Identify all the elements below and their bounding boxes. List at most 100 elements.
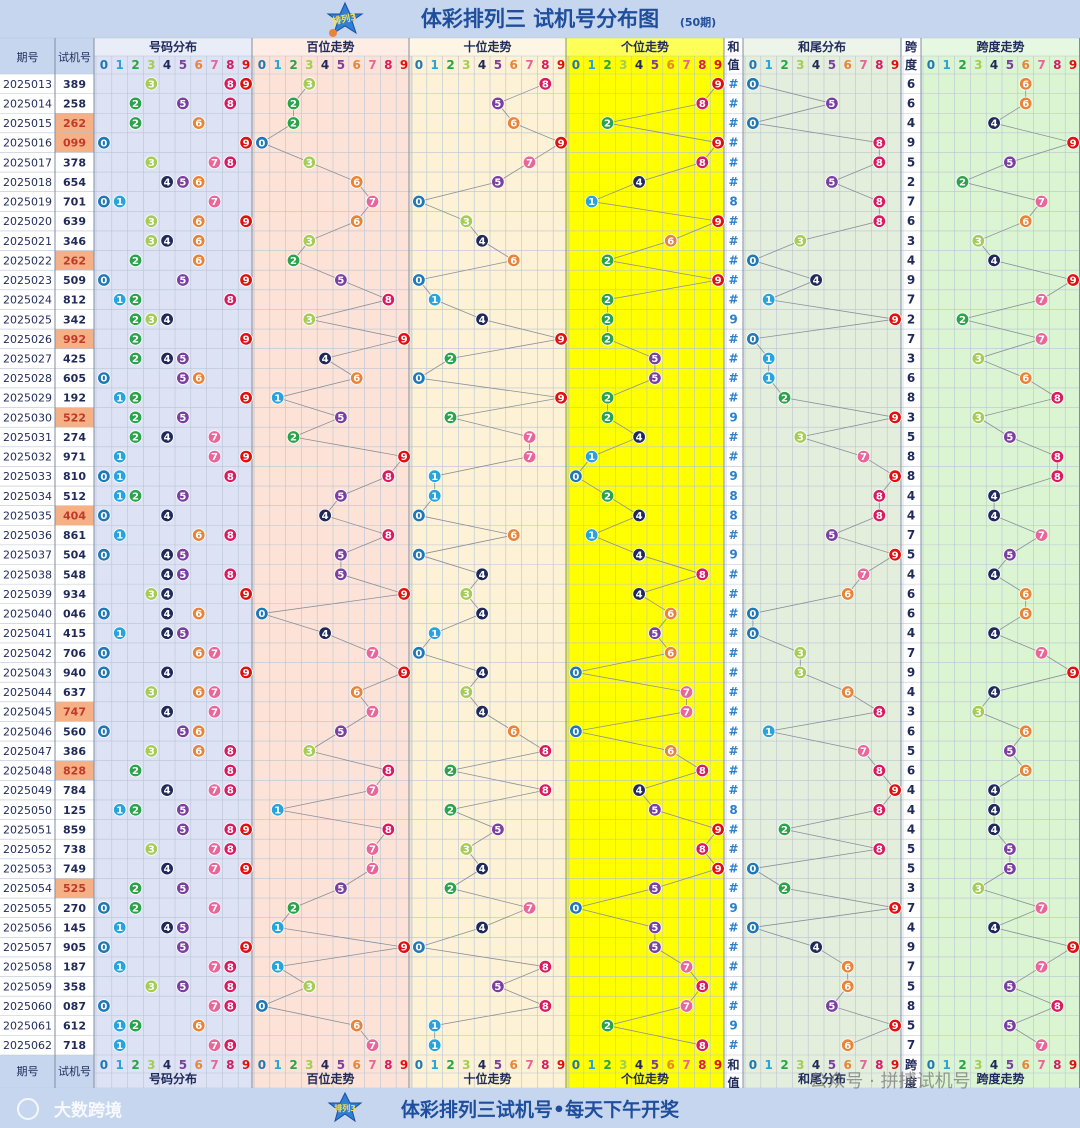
- hundreds-ball: 8: [381, 763, 396, 778]
- hundreds-ball: 3: [302, 155, 317, 169]
- dist-ball: 8: [223, 979, 238, 994]
- hundreds-ball-circle: [397, 665, 411, 680]
- number-cell: 262: [63, 254, 86, 267]
- table-row: 2025017 378 3 7 8 3 7 8 8# 5 5: [3, 155, 1017, 169]
- number-highlight: [55, 250, 94, 271]
- tens-ball-circle: [491, 979, 505, 994]
- dist-ball: 2: [128, 410, 143, 425]
- dist-ball-label: 6: [195, 256, 202, 267]
- span-cell: 3: [907, 705, 915, 719]
- dist-ball-circle: [128, 1018, 143, 1033]
- dist-ball-label: 6: [195, 374, 202, 385]
- sum-tail-ball-circle: [762, 371, 776, 385]
- units-ball-label: 1: [588, 452, 595, 463]
- dist-ball: 4: [160, 665, 174, 680]
- dist-ball-label: 0: [100, 374, 107, 385]
- dist-ball-circle: [191, 685, 206, 699]
- dist-ball: 8: [223, 744, 238, 758]
- hundreds-ball-circle: [286, 96, 301, 111]
- dist-ball-circle: [128, 763, 143, 778]
- dist-ball: 1: [112, 449, 127, 464]
- units-ball-label: 1: [588, 197, 595, 208]
- dist-ball-circle: [176, 547, 190, 562]
- hundreds-ball: 5: [334, 547, 348, 562]
- sum-tail-ball-circle: [746, 626, 760, 640]
- dist-ball-label: 4: [164, 550, 171, 561]
- span-trend-ball-circle: [1003, 547, 1017, 562]
- tens-ball: 8: [538, 744, 553, 758]
- sum-cell: #: [728, 646, 738, 660]
- footer-digit: 7: [1037, 1058, 1045, 1072]
- span-cell: 3: [907, 881, 915, 895]
- sum-tail-ball-label: 2: [781, 884, 788, 895]
- units-ball: 5: [648, 940, 662, 954]
- span-trend-ball-label: 3: [975, 236, 982, 247]
- footer-digit: 2: [446, 1058, 454, 1072]
- dist-ball-label: 0: [100, 609, 107, 620]
- header-digit: 8: [875, 58, 883, 72]
- header-digit: 1: [116, 58, 124, 72]
- units-ball: 4: [632, 430, 646, 444]
- span-trend-ball-circle: [971, 410, 986, 425]
- dist-ball-label: 9: [243, 864, 250, 875]
- dist-ball-circle: [223, 999, 238, 1013]
- units-ball: 8: [695, 842, 710, 856]
- table-row: 2025013 389 3 8 9 3 8 9 0# 6 6: [3, 77, 1033, 91]
- dist-ball: 5: [176, 410, 190, 425]
- units-ball-label: 6: [667, 609, 674, 620]
- sum-tail-ball-circle: [872, 194, 887, 209]
- dist-ball: 0: [97, 940, 111, 954]
- issue-cell: 2025014: [3, 97, 52, 110]
- dist-ball-label: 7: [211, 1041, 218, 1052]
- number-highlight: [55, 760, 94, 781]
- dist-ball-label: 9: [243, 393, 250, 404]
- dist-ball-circle: [176, 175, 190, 189]
- span-trend-ball-label: 5: [1006, 433, 1013, 444]
- dist-ball-circle: [160, 175, 174, 189]
- hundreds-ball-label: 1: [274, 393, 281, 404]
- hundreds-ball-circle: [271, 920, 285, 935]
- dist-ball-label: 3: [148, 158, 155, 169]
- tens-ball-label: 6: [510, 531, 517, 542]
- issue-cell: 2025050: [3, 804, 52, 817]
- section-bg-units: [566, 38, 724, 1088]
- header-digit: 3: [619, 58, 627, 72]
- sum-tail-ball: 2: [777, 391, 792, 405]
- span-trend-ball-label: 7: [1038, 903, 1045, 914]
- table-row: 2025042 706 70 6 7 0 6 3# 7 7: [3, 646, 1049, 660]
- tens-ball-circle: [554, 135, 568, 150]
- dist-ball: 7: [207, 783, 222, 797]
- tens-ball-label: 0: [415, 276, 422, 287]
- footer-slogan: 体彩排列三试机号•每天下午开奖: [401, 1098, 680, 1121]
- footer-digit: 0: [927, 1058, 935, 1072]
- number-cell: 087: [63, 1000, 86, 1013]
- units-ball-circle: [711, 135, 725, 150]
- dist-ball: 6: [191, 1018, 206, 1033]
- dist-ball: 8: [223, 96, 238, 111]
- dist-ball: 4: [160, 567, 174, 582]
- dist-ball-label: 0: [100, 138, 107, 149]
- hundreds-ball: 7: [365, 646, 380, 660]
- span-trend-ball-circle: [987, 626, 1001, 640]
- number-cell: 525: [63, 882, 86, 895]
- span-cell: 7: [907, 528, 915, 542]
- footer-digit: 1: [274, 1058, 282, 1072]
- issue-cell: 2025025: [3, 313, 52, 326]
- hundreds-ball-label: 5: [337, 491, 344, 502]
- dist-ball: 0: [97, 273, 111, 287]
- span-trend-ball-circle: [1066, 135, 1080, 150]
- table-row: 2025023 509 50 9 5 0 9 4# 9 9: [3, 273, 1080, 287]
- span-trend-ball: 4: [987, 822, 1001, 837]
- header-digit: 1: [765, 58, 773, 72]
- units-ball-label: 8: [699, 766, 706, 777]
- tens-ball-circle: [428, 1038, 442, 1052]
- header-digit: 1: [943, 58, 951, 72]
- table-row: 2025034 512 51 2 5 1 2 88 4 4: [3, 489, 1001, 503]
- sum-cell: #: [728, 744, 738, 758]
- issue-cell: 2025040: [3, 608, 52, 621]
- hundreds-ball-label: 4: [322, 354, 329, 365]
- dist-ball: 7: [207, 861, 222, 876]
- dist-ball-label: 8: [227, 962, 234, 973]
- sum-tail-ball: 4: [809, 940, 823, 954]
- dist-ball: 8: [223, 1038, 238, 1052]
